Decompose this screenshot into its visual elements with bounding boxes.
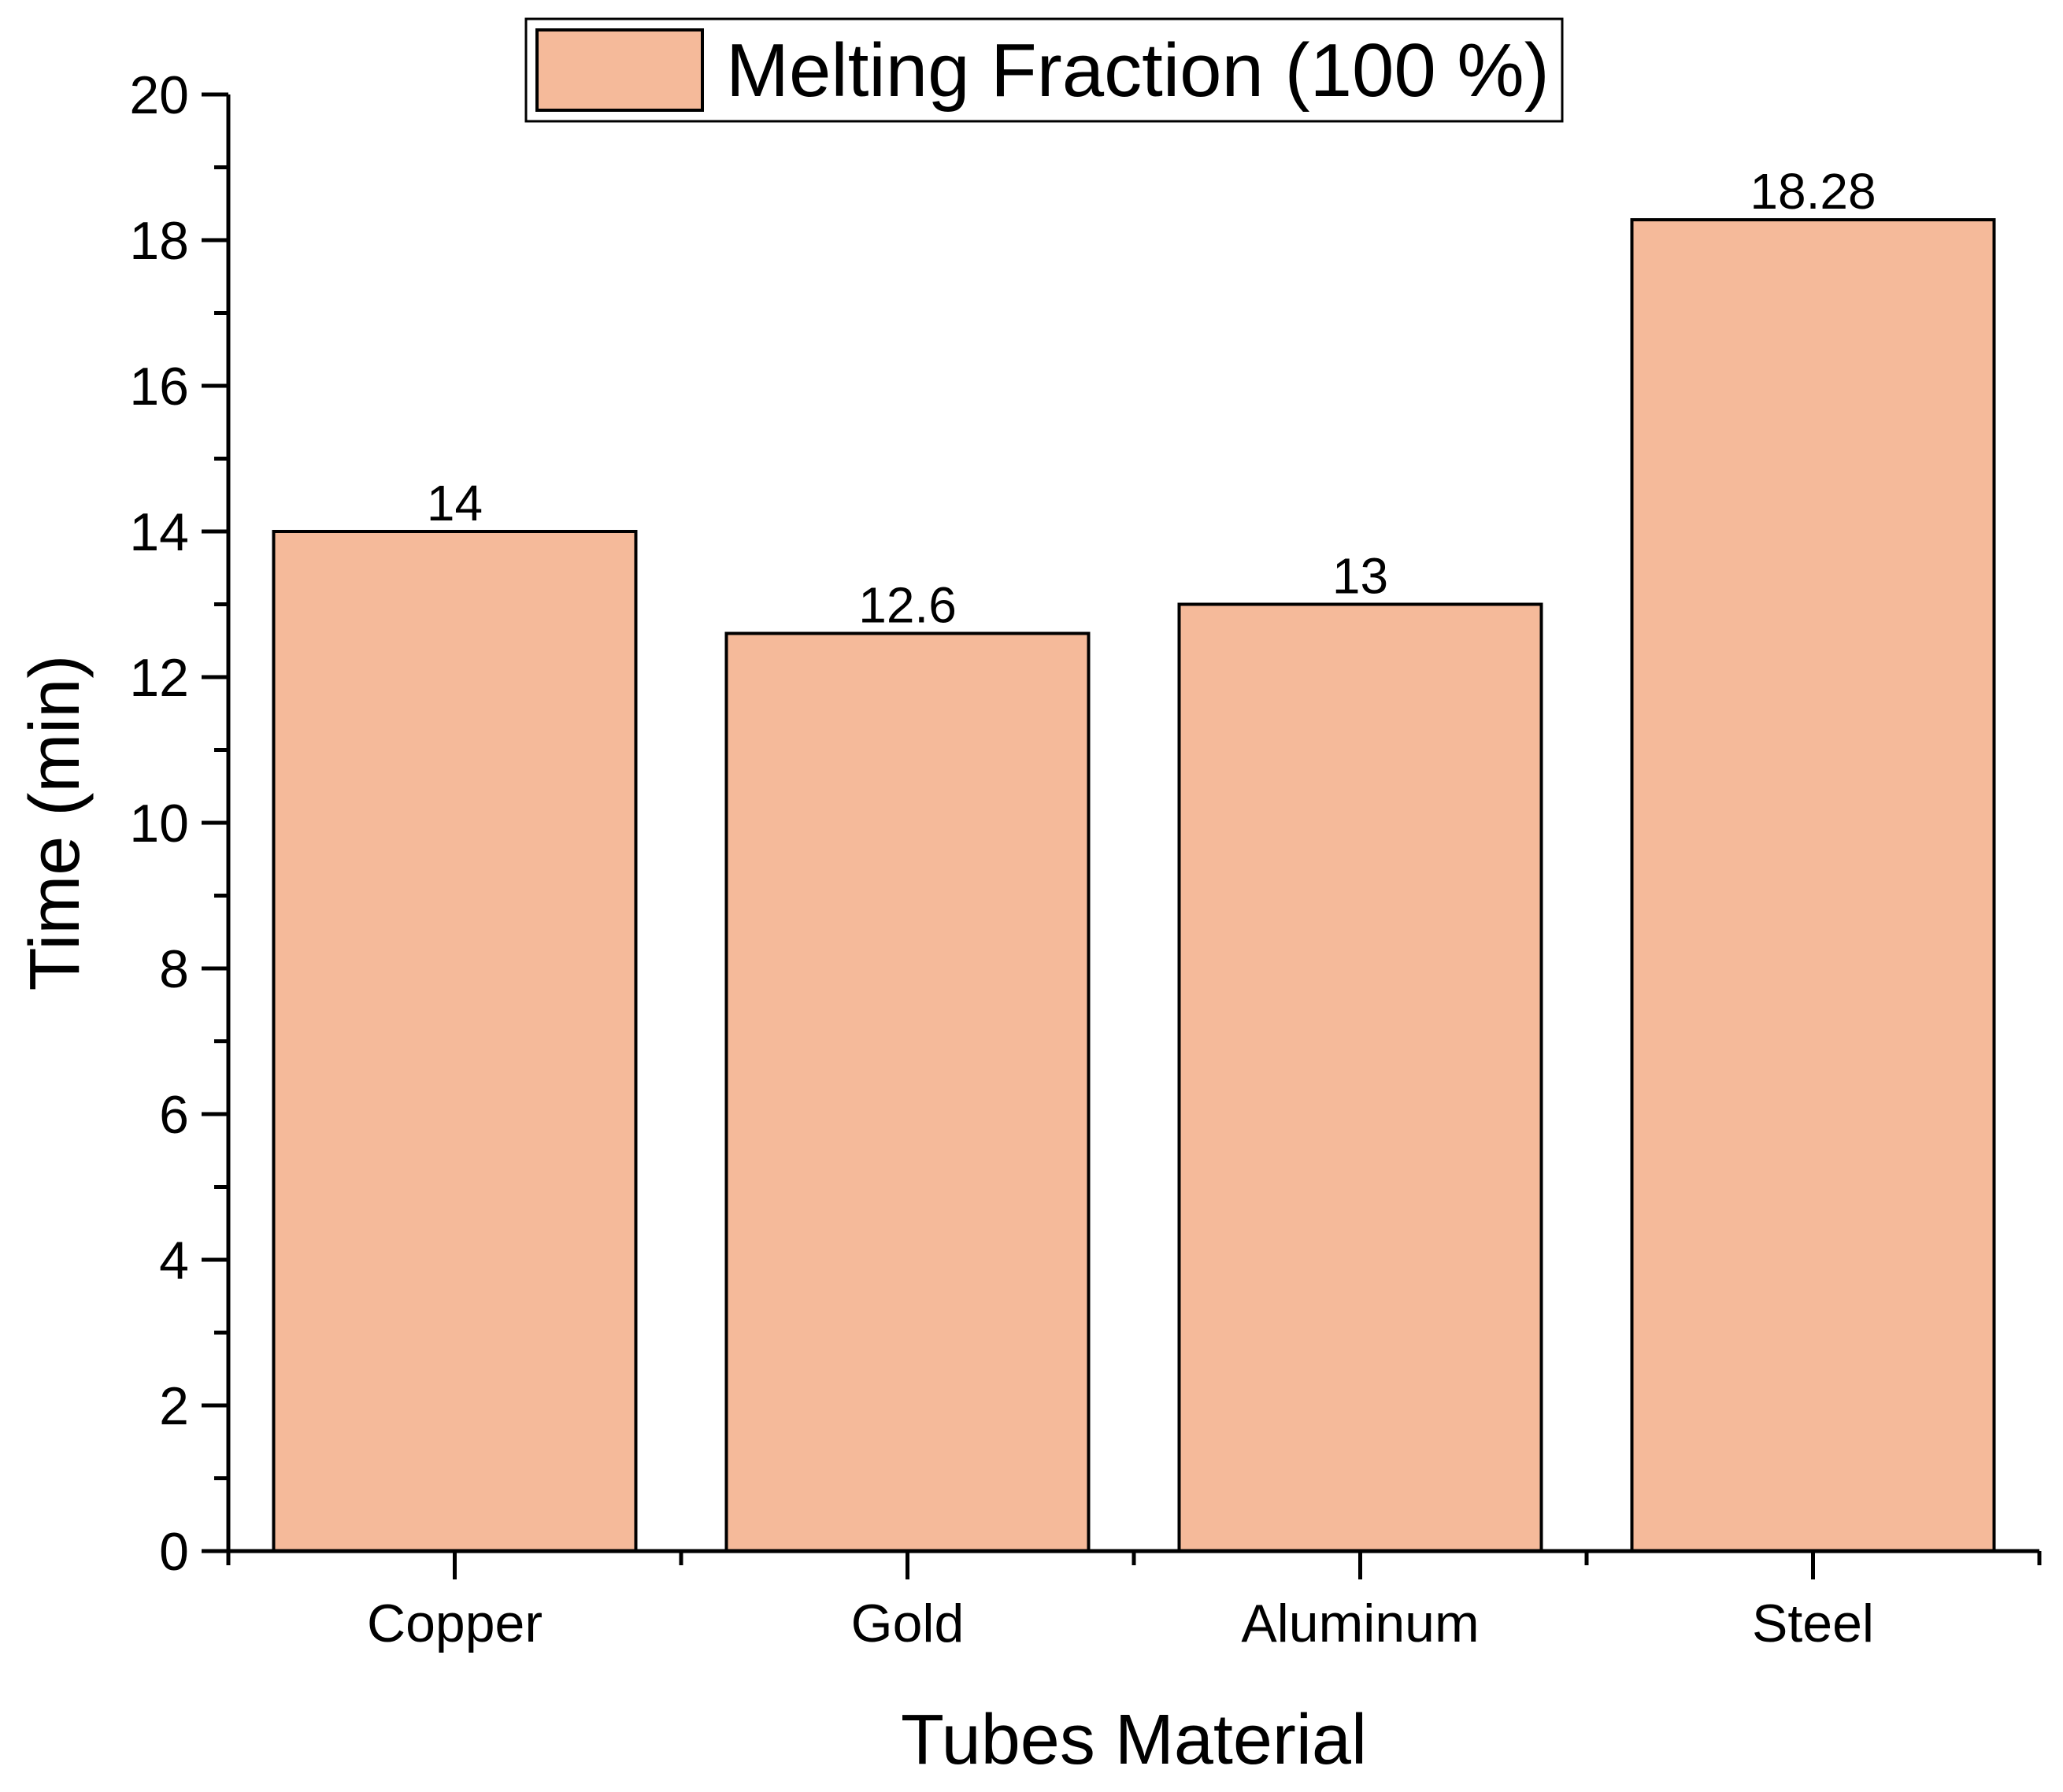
y-tick-label: 6 [159,1085,189,1145]
bars-group [272,218,1996,1553]
y-tick-label: 8 [159,939,189,999]
data-label-copper: 14 [427,475,483,531]
y-axis-title: Time (min) [16,655,94,991]
legend-swatch [535,28,704,112]
y-tick-label: 12 [129,648,189,708]
data-label-gold: 12.6 [858,577,957,634]
legend-label: Melting Fraction (100 %) [726,28,1550,113]
ticks-group [202,92,2042,1579]
bar-gold [724,631,1091,1553]
tick-labels-group: 0 2 4 6 8 10 12 14 16 18 20 Copper Gold Aluminum Steel [129,65,1874,1653]
bar-copper [272,530,638,1553]
x-tick-label-gold: Gold [851,1594,965,1653]
bar-steel [1630,218,1996,1553]
y-tick-label: 20 [129,65,189,125]
y-tick-label: 4 [159,1231,189,1290]
data-label-aluminum: 13 [1332,548,1388,605]
y-tick-label: 10 [129,794,189,853]
y-tick-label: 2 [159,1376,189,1436]
y-tick-label: 16 [129,357,189,417]
x-axis-title: Tubes Material [901,1701,1367,1779]
x-tick-label-copper: Copper [367,1594,543,1653]
y-tick-label: 0 [159,1522,189,1582]
legend: Melting Fraction (100 %) [524,17,1564,123]
y-tick-label: 18 [129,211,189,271]
x-tick-label-aluminum: Aluminum [1241,1594,1479,1653]
data-labels-group: 14 12.6 13 18.28 [427,163,1876,633]
bar-aluminum [1177,602,1543,1553]
x-tick-label-steel: Steel [1752,1594,1874,1653]
data-label-steel: 18.28 [1750,163,1876,220]
y-tick-label: 14 [129,502,189,562]
